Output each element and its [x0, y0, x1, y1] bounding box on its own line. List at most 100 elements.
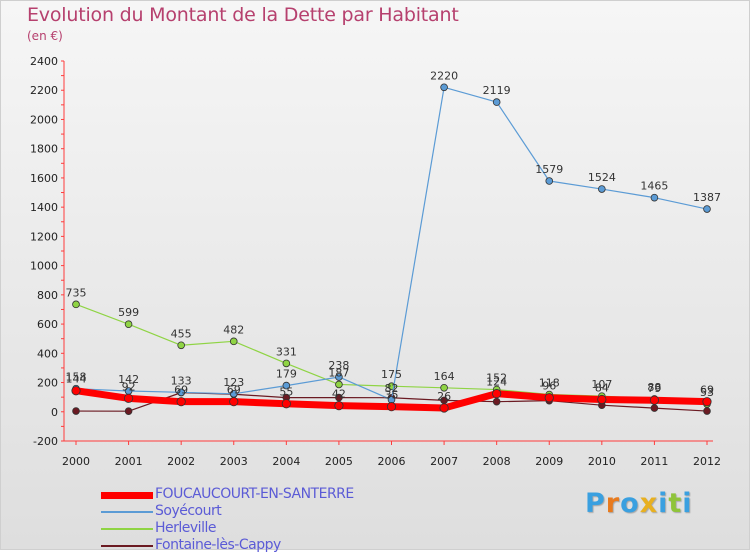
data-label: 1387	[693, 191, 721, 204]
y-tick-label: 1200	[30, 230, 58, 243]
legend-swatch	[101, 491, 153, 499]
data-point	[649, 395, 660, 405]
data-point	[650, 193, 659, 202]
data-label: 55	[279, 386, 293, 399]
data-label: 118	[539, 377, 560, 390]
legend-label: Herleville	[155, 520, 216, 536]
x-tick-label: 2001	[115, 455, 143, 468]
y-tick-label: 1800	[30, 143, 58, 156]
y-tick-label: 2400	[30, 55, 58, 68]
data-label: 124	[486, 376, 507, 389]
x-tick-label: 2005	[325, 455, 353, 468]
data-label: 96	[542, 380, 556, 393]
data-point	[545, 177, 554, 185]
chart-title: Evolution du Montant de la Dette par Hab…	[27, 4, 459, 26]
data-point	[335, 393, 343, 402]
data-point	[702, 397, 712, 407]
data-label: 88	[647, 381, 661, 394]
data-label: 69	[700, 384, 714, 397]
data-point	[335, 380, 343, 389]
y-tick-label: 2200	[30, 84, 58, 97]
data-label: 158	[66, 371, 87, 384]
data-point	[229, 397, 239, 407]
series-line-1	[75, 86, 708, 401]
data-label: 599	[118, 306, 139, 319]
data-label: 1465	[640, 180, 668, 193]
y-tick-label: 1400	[30, 201, 58, 214]
data-point	[177, 341, 185, 350]
y-tick-label: 0	[51, 406, 58, 419]
y-tick-label: 200	[37, 377, 58, 390]
data-point	[703, 205, 711, 213]
x-tick-label: 2008	[483, 455, 511, 468]
data-label: 175	[381, 368, 402, 381]
data-label: 35	[385, 389, 399, 402]
y-tick-label: 600	[37, 318, 58, 331]
data-label: 142	[118, 373, 139, 386]
data-point	[123, 393, 134, 403]
x-tick-label: 2004	[272, 455, 300, 468]
data-point	[703, 407, 711, 415]
data-point	[334, 401, 344, 411]
y-tick-label: 800	[37, 289, 58, 302]
data-point	[177, 388, 185, 397]
data-label: 53	[700, 386, 714, 399]
data-point	[72, 407, 80, 415]
data-label: 455	[171, 327, 192, 340]
data-point	[124, 407, 133, 415]
data-point	[71, 386, 81, 396]
data-label: 69	[174, 384, 188, 397]
data-point	[229, 337, 238, 346]
data-label: 152	[486, 372, 507, 385]
data-point	[544, 393, 554, 403]
data-label: 1579	[535, 163, 563, 176]
legend-swatch	[101, 545, 153, 547]
y-tick-label: 400	[37, 347, 58, 360]
data-label: 133	[171, 374, 192, 387]
y-tick-label: 2000	[30, 113, 58, 126]
x-tick-label: 2003	[220, 455, 248, 468]
data-label: 179	[276, 368, 297, 381]
data-point	[282, 359, 291, 368]
data-label: 26	[437, 390, 451, 403]
data-point	[440, 83, 448, 92]
legend-swatch	[101, 528, 153, 530]
x-tick-label: 2012	[693, 455, 721, 468]
data-label: 79	[647, 382, 661, 395]
data-label: 2119	[483, 84, 511, 97]
x-tick-label: 2002	[167, 455, 195, 468]
data-point	[72, 300, 80, 309]
data-label: 123	[223, 376, 244, 389]
chart-unit-label: (en €)	[27, 29, 63, 43]
data-label: 82	[385, 382, 399, 395]
legend-label: FOUCAUCOURT-EN-SANTERRE	[155, 486, 354, 502]
legend-swatch	[101, 511, 153, 513]
data-point	[176, 397, 186, 407]
data-label: 2220	[430, 69, 458, 82]
data-label: 238	[328, 359, 349, 372]
data-label: 144	[66, 373, 87, 386]
data-point	[282, 381, 291, 390]
data-point	[597, 394, 607, 405]
data-point	[386, 402, 397, 412]
data-label: 107	[591, 378, 612, 391]
data-point	[440, 383, 448, 392]
data-label: 187	[328, 366, 349, 379]
data-label: 92	[122, 380, 136, 393]
legend-label: Fontaine-lès-Cappy	[155, 537, 281, 553]
data-label: 331	[276, 345, 297, 358]
y-tick-label: -200	[33, 435, 58, 448]
y-tick-label: 1600	[30, 172, 58, 185]
data-label: 42	[332, 388, 346, 401]
data-label: 1524	[588, 171, 616, 184]
y-tick-label: 1000	[30, 260, 58, 273]
data-label: 69	[227, 384, 241, 397]
data-point	[598, 185, 606, 193]
data-label: 482	[223, 323, 244, 336]
x-tick-label: 2009	[535, 455, 563, 468]
data-point	[281, 399, 291, 409]
x-tick-label: 2007	[430, 455, 458, 468]
data-label: 164	[434, 370, 455, 383]
